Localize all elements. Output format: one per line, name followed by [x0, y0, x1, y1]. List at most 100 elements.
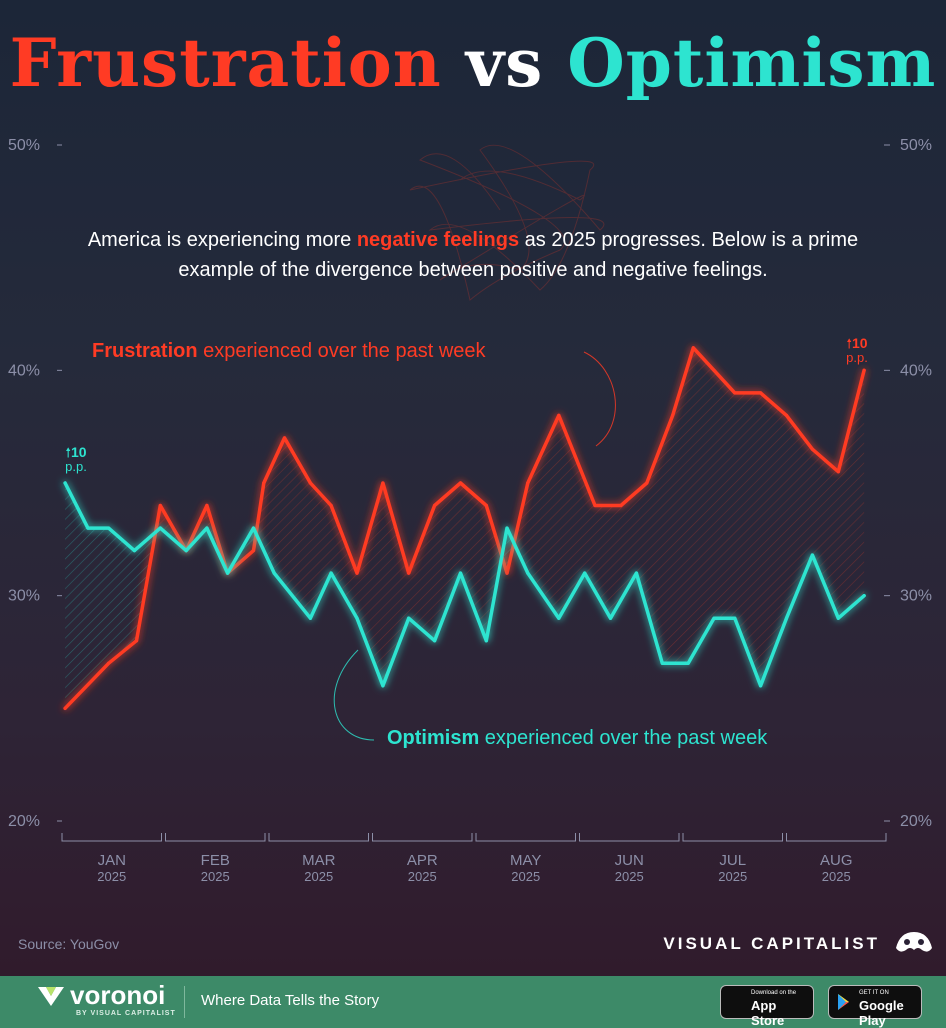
x-tick-label-month: MAY: [510, 852, 541, 869]
frustration-label-bold: Frustration: [92, 340, 198, 362]
x-tick-label-year: 2025: [201, 869, 230, 884]
x-month-bracket: [165, 833, 266, 842]
frustration-point: [433, 503, 437, 508]
x-month-bracket: [268, 833, 369, 842]
frustration-point: [862, 368, 866, 372]
optimism-point: [505, 526, 509, 530]
x-tick-label-year: 2025: [97, 869, 126, 884]
y-tick-label-left: 20%: [8, 813, 40, 830]
google-play-icon: [838, 994, 849, 1010]
x-tick-label-year: 2025: [822, 869, 851, 884]
x-month-bracket: [579, 833, 680, 842]
x-tick-label-year: 2025: [718, 869, 747, 884]
frustration-point: [712, 368, 716, 372]
y-tick-label-right: 30%: [900, 588, 932, 605]
optimism-change-annotation: 🠕10 p.p.: [56, 445, 96, 474]
frustration-point: [106, 661, 111, 665]
optimism-point: [608, 616, 613, 620]
x-tick-label-month: APR: [407, 852, 438, 869]
scribble-path: [409, 144, 605, 301]
x-tick-label-year: 2025: [615, 869, 644, 884]
frustration-point: [505, 571, 509, 575]
optimism-point: [583, 571, 587, 575]
app-store-big-text: App Store: [751, 998, 785, 1028]
scribble-decoration: [409, 144, 605, 301]
source-note: Source: YouGov: [18, 936, 120, 952]
frustration-point: [671, 413, 675, 417]
optimism-series-label: Optimism experienced over the past week: [387, 727, 767, 750]
x-tick-label-month: JUL: [719, 852, 746, 869]
frustration-point: [526, 481, 530, 485]
optimism-point: [381, 684, 385, 688]
optimism-point: [836, 616, 840, 620]
frustration-point: [282, 436, 287, 440]
y-tick-label-right: 20%: [900, 813, 932, 830]
frustration-point: [733, 391, 737, 395]
intro-text: America is experiencing more negative fe…: [60, 225, 886, 285]
frustration-point: [836, 470, 840, 474]
x-month-bracket: [786, 833, 887, 842]
frustration-point: [458, 481, 463, 485]
optimism-point: [226, 571, 230, 575]
frustration-point: [784, 413, 789, 417]
frustration-point: [645, 481, 649, 485]
optimism-point: [733, 616, 737, 620]
frustration-point: [691, 346, 695, 350]
optimism-point: [759, 684, 763, 688]
optimism-point: [251, 526, 256, 530]
x-tick-label-year: 2025: [511, 869, 540, 884]
frustration-change-annotation: 🠕10 p.p.: [837, 336, 877, 365]
x-tick-label-month: MAR: [302, 852, 336, 869]
frustration-point: [810, 447, 814, 451]
app-store-small-text: Download on the: [751, 990, 797, 996]
optimism-point: [458, 571, 463, 575]
label-leader-lines: [333, 351, 616, 741]
google-play-button[interactable]: GET IT ON Google Play: [828, 985, 922, 1028]
page-title: Frustration vs Optimism: [0, 22, 946, 104]
optimism-point: [106, 526, 111, 530]
optimism-point: [132, 549, 137, 553]
frustration-change-value: 10: [852, 335, 868, 351]
optimism-point: [184, 549, 188, 553]
y-tick-label-right: 40%: [900, 362, 932, 379]
x-tick-label-month: JUN: [615, 852, 644, 869]
optimism-point: [810, 553, 814, 557]
intro-before: America is experiencing more: [87, 229, 357, 251]
optimism-point: [86, 526, 90, 530]
y-tick-label-left: 40%: [8, 362, 40, 379]
voronoi-brand[interactable]: voronoi: [70, 980, 166, 1010]
y-tick-label-right: 50%: [900, 137, 932, 154]
optimism-point: [272, 571, 276, 575]
optimism-point: [557, 616, 561, 620]
optimism-gap-fill: [65, 483, 157, 709]
frustration-series-label: Frustration experienced over the past we…: [92, 340, 486, 363]
optimism-point: [526, 571, 530, 575]
frustration-change-unit: p.p.: [846, 350, 868, 365]
frustration-point: [134, 639, 139, 643]
optimism-point: [158, 526, 162, 530]
optimism-point: [634, 571, 639, 575]
x-tick-label-year: 2025: [408, 869, 437, 884]
frustration-point: [63, 706, 67, 710]
x-tick-label-month: FEB: [201, 852, 230, 869]
frustration-point: [381, 481, 385, 485]
arrow-up-icon: 🠕: [65, 445, 71, 460]
optimism-point: [63, 481, 67, 485]
title-vs: vs: [465, 24, 544, 102]
x-month-bracket: [61, 833, 162, 842]
frustration-point: [158, 503, 162, 508]
frustration-gap-fill: [257, 437, 504, 684]
y-tick-label-left: 50%: [8, 137, 40, 154]
x-tick-label-year: 2025: [304, 869, 333, 884]
optimism-point: [862, 594, 866, 598]
frustration-point: [619, 503, 623, 508]
arrow-up-icon: 🠕: [846, 336, 852, 351]
frustration-point: [329, 503, 333, 508]
title-optimism: Optimism: [567, 24, 937, 102]
optimism-point: [660, 661, 664, 665]
optimism-change-value: 10: [71, 444, 87, 460]
voronoi-logo-icon: [38, 987, 64, 1006]
app-store-button[interactable]: Download on the App Store: [720, 985, 814, 1028]
frustration-point: [205, 503, 209, 508]
